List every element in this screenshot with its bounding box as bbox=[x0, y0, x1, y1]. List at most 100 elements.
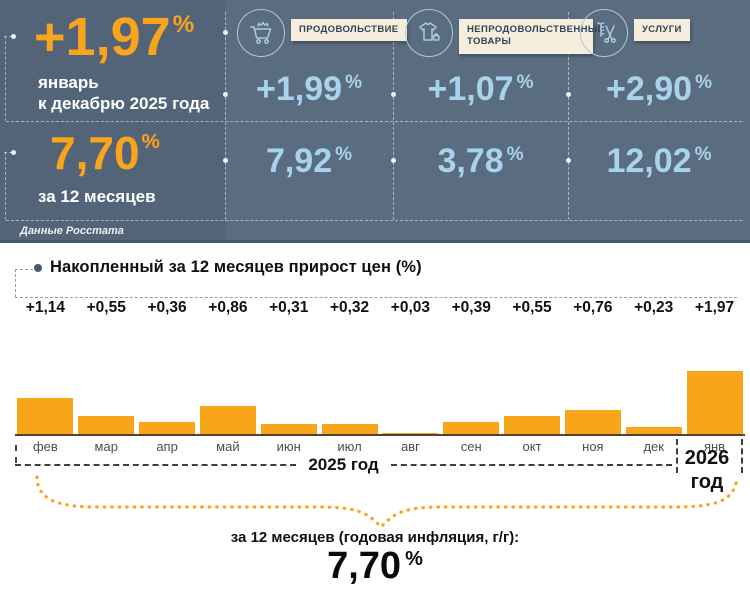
row-separator bbox=[6, 121, 742, 122]
bar bbox=[76, 366, 137, 434]
data-source-label: Данные Росстата bbox=[20, 225, 124, 237]
bar-value-row: +1,14 +0,55 +0,36 +0,86 +0,31 +0,32 +0,03 +0,39… bbox=[15, 299, 745, 317]
separator-dot bbox=[391, 92, 396, 97]
separator-dot bbox=[223, 158, 228, 163]
bracket-dash bbox=[5, 36, 6, 121]
year-2025-line: 2025 год bbox=[15, 455, 673, 475]
bracket-dash bbox=[4, 36, 12, 37]
year-dash-segment bbox=[390, 464, 673, 466]
bracket-dot bbox=[11, 150, 16, 155]
bar-value-label: +0,55 bbox=[512, 299, 552, 316]
month-row: фев мар апр май июн июл авг сен окт ноя дек янв bbox=[15, 439, 745, 454]
year-2025-label: 2025 год bbox=[308, 455, 379, 474]
chart-title-row: Накопленный за 12 месяцев прирост цен (%… bbox=[34, 258, 422, 277]
bar-value-label: +0,32 bbox=[329, 299, 370, 316]
month-label: апр bbox=[156, 439, 178, 454]
month-label: янв bbox=[703, 439, 726, 454]
column-separator bbox=[568, 12, 569, 220]
percent-sign: % bbox=[172, 10, 195, 38]
separator-dot bbox=[223, 92, 228, 97]
main-yearly-value: 7,70% bbox=[50, 127, 160, 179]
bar-value-label: +0,36 bbox=[147, 299, 187, 316]
bracket-dash bbox=[5, 152, 6, 220]
month-label: дек bbox=[643, 439, 664, 454]
year-2026-label-line2: год bbox=[690, 471, 724, 493]
brace-decoration bbox=[35, 475, 739, 530]
category-label: НЕПРОДОВОЛЬСТВЕННЫЕ ТОВАРЫ bbox=[459, 19, 604, 54]
percent-sign: % bbox=[694, 144, 712, 165]
annual-inflation-value: 7,70% bbox=[327, 545, 423, 587]
main-monthly-value: +1,97% bbox=[34, 7, 195, 67]
year-bracket-dash bbox=[15, 445, 17, 463]
percent-sign: % bbox=[405, 548, 423, 570]
year-divider-dash bbox=[676, 439, 678, 473]
chart-title: Накопленный за 12 месяцев прирост цен (%… bbox=[50, 258, 422, 276]
header-main-stats bbox=[0, 0, 225, 240]
title-dash bbox=[15, 269, 16, 297]
main-monthly-caption: январь к декабрю 2025 года bbox=[38, 73, 210, 114]
title-bullet-icon bbox=[34, 263, 42, 272]
category-column-nonfood: НЕПРОДОВОЛЬСТВЕННЫЕ ТОВАРЫ +1,07% 3,78% bbox=[393, 0, 604, 220]
row-separator bbox=[6, 220, 742, 221]
category-yearly-value: 12,02% bbox=[606, 142, 712, 180]
bar-value-label: +0,31 bbox=[269, 299, 309, 316]
percent-sign: % bbox=[516, 72, 534, 93]
shopping-cart-icon bbox=[237, 9, 285, 57]
percent-sign: % bbox=[345, 72, 362, 93]
month-label: май bbox=[216, 439, 240, 454]
category-column-services: УСЛУГИ +2,90% 12,02% bbox=[568, 0, 750, 220]
bar bbox=[623, 366, 684, 434]
scissors-icon bbox=[580, 9, 628, 57]
bracket-dash bbox=[4, 152, 12, 153]
bar-value-label: +0,23 bbox=[634, 299, 674, 316]
bar bbox=[319, 366, 380, 434]
month-label: мар bbox=[94, 439, 118, 454]
clothes-icon bbox=[405, 9, 453, 57]
bar bbox=[197, 366, 258, 434]
category-monthly-value: +1,99% bbox=[256, 70, 362, 108]
bar-value-label: +1,97 bbox=[694, 299, 735, 316]
category-label: УСЛУГИ bbox=[634, 19, 690, 42]
separator-dot bbox=[566, 92, 571, 97]
month-label: июл bbox=[337, 439, 362, 454]
bar-value-label: +0,55 bbox=[86, 299, 126, 316]
bar-value-label: +0,03 bbox=[390, 299, 430, 316]
title-dash bbox=[15, 269, 33, 270]
bar-value-label: +0,76 bbox=[573, 299, 613, 316]
percent-sign: % bbox=[141, 130, 160, 154]
bar bbox=[502, 366, 563, 434]
month-label: окт bbox=[522, 439, 542, 454]
month-label: ноя bbox=[582, 439, 604, 454]
month-label: сен bbox=[460, 439, 482, 454]
separator-dot bbox=[223, 30, 228, 35]
column-separator bbox=[225, 12, 226, 220]
percent-sign: % bbox=[695, 72, 712, 93]
bar-value-label: +0,39 bbox=[451, 299, 491, 316]
category-monthly-value: +2,90% bbox=[606, 70, 712, 108]
bar bbox=[15, 366, 76, 434]
year-2026-label: 2026 bbox=[684, 447, 730, 469]
bar bbox=[380, 366, 441, 434]
month-label: авг bbox=[400, 439, 420, 454]
year-dash-segment bbox=[15, 464, 297, 466]
category-yearly-value: 7,92% bbox=[265, 142, 353, 180]
bar-value-label: +0,86 bbox=[208, 299, 248, 316]
category-yearly-value: 3,78% bbox=[437, 142, 524, 180]
bar bbox=[441, 366, 502, 434]
bars-row bbox=[15, 366, 745, 436]
bar bbox=[562, 366, 623, 434]
bar bbox=[137, 366, 198, 434]
percent-sign: % bbox=[335, 144, 353, 165]
bar bbox=[684, 366, 745, 434]
month-label: июн bbox=[276, 439, 301, 454]
category-monthly-value: +1,07% bbox=[427, 70, 534, 108]
bracket-dot bbox=[11, 34, 16, 39]
category-column-food: ПРОДОВОЛЬСТВИЕ +1,99% 7,92% bbox=[225, 0, 407, 220]
year-bracket-dash bbox=[741, 439, 743, 473]
annual-inflation-caption: за 12 месяцев (годовая инфляция, г/г): bbox=[230, 529, 520, 546]
month-label: фев bbox=[32, 439, 58, 454]
main-yearly-caption: за 12 месяцев bbox=[38, 187, 156, 206]
chart-section: Накопленный за 12 месяцев прирост цен (%… bbox=[0, 243, 750, 590]
separator-dot bbox=[391, 158, 396, 163]
column-separator bbox=[393, 12, 394, 220]
